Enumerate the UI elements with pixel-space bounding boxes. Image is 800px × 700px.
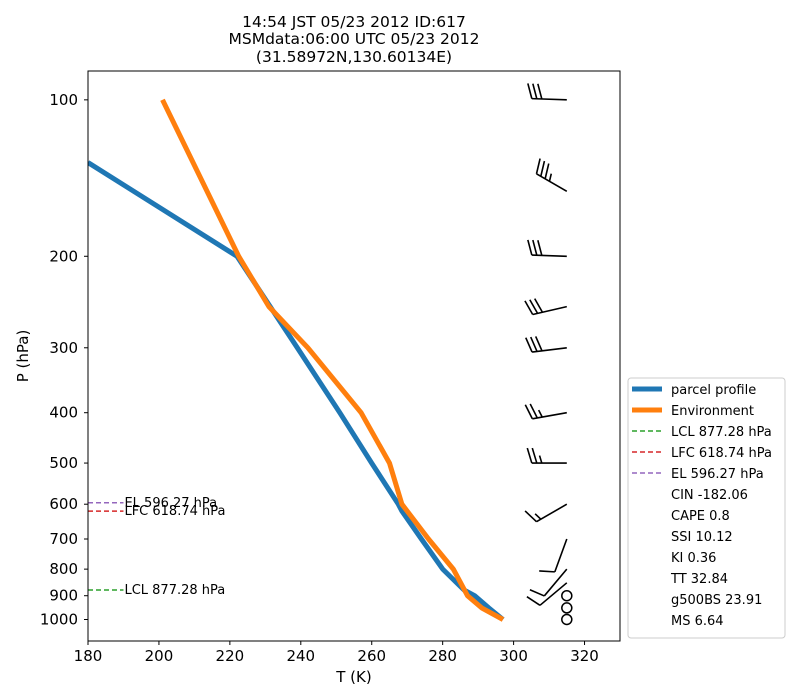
title-line-location: (31.58972N,130.60134E): [256, 48, 452, 66]
y-tick-label: 400: [49, 404, 78, 422]
y-axis: 100 200 300 400 500 600 700 800 900 1000: [40, 91, 88, 628]
wind-barb: [535, 158, 568, 193]
legend-entry: LFC 618.74 hPa: [671, 446, 772, 461]
wind-barb: [525, 336, 567, 353]
level-label-el: EL 596.27 hPa: [124, 496, 217, 511]
y-tick-label: 700: [49, 530, 78, 548]
legend-entry: Environment: [671, 404, 754, 419]
wind-barb: [561, 589, 573, 602]
legend-entry: LCL 877.28 hPa: [671, 425, 772, 440]
legend-entry: MS 6.64: [671, 614, 724, 629]
parcel-profile-line: [88, 160, 505, 622]
wind-barb: [561, 602, 573, 614]
legend-frame: [627, 377, 786, 639]
chart-title: 14:54 JST 05/23 2012 ID:617 MSMdata:06:0…: [228, 13, 479, 66]
legend-entry: g500BS 23.91: [671, 593, 762, 608]
legend-entry: parcel profile: [671, 383, 756, 398]
wind-barb: [539, 538, 568, 573]
wind-barb: [524, 298, 567, 316]
wind-barb: [561, 613, 573, 626]
plot-frame: [87, 70, 621, 642]
y-tick-label: 800: [49, 560, 78, 578]
level-label-lfc: LFC 618.74 hPa: [124, 504, 225, 519]
legend-entry: CAPE 0.8: [671, 509, 730, 524]
wind-barb: [527, 239, 567, 258]
title-line-model: MSMdata:06:00 UTC 05/23 2012: [228, 30, 479, 48]
wind-barb: [529, 568, 568, 597]
legend-entry: CIN -182.06: [671, 488, 748, 503]
y-tick-label: 500: [49, 454, 78, 472]
title-line-time: 14:54 JST 05/23 2012 ID:617: [242, 13, 466, 31]
x-tick-label: 320: [570, 647, 599, 665]
legend-entry: SSI 10.12: [671, 530, 733, 545]
x-tick-label: 280: [428, 647, 457, 665]
legend: parcel profile Environment LCL 877.28 hPa L…: [627, 377, 786, 639]
plot-area: [88, 83, 573, 626]
x-axis: 180 200 220 240 260 280 300 320: [74, 641, 599, 665]
level-label-lcl: LCL 877.28 hPa: [124, 583, 225, 598]
legend-entry: EL 596.27 hPa: [671, 467, 764, 482]
environment-line: [160, 98, 505, 622]
x-tick-label: 200: [145, 647, 174, 665]
x-axis-label: T (K): [335, 668, 371, 686]
x-tick-label: 260: [357, 647, 386, 665]
y-tick-label: 300: [49, 339, 78, 357]
y-tick-label: 1000: [40, 610, 78, 628]
wind-barb: [526, 447, 567, 464]
y-tick-label: 100: [49, 91, 78, 109]
y-tick-label: 600: [49, 495, 78, 513]
x-tick-label: 240: [286, 647, 315, 665]
y-axis-label: P (hPa): [14, 330, 32, 383]
wind-barb: [524, 503, 568, 523]
y-tick-label: 200: [49, 247, 78, 265]
wind-barb: [524, 403, 567, 420]
wind-barb: [527, 83, 567, 101]
y-tick-label: 900: [49, 587, 78, 605]
legend-entry: KI 0.36: [671, 551, 716, 566]
x-tick-label: 220: [216, 647, 245, 665]
x-tick-label: 300: [499, 647, 528, 665]
wind-barb: [526, 582, 568, 606]
x-tick-label: 180: [74, 647, 103, 665]
legend-entry: TT 32.84: [670, 572, 728, 587]
